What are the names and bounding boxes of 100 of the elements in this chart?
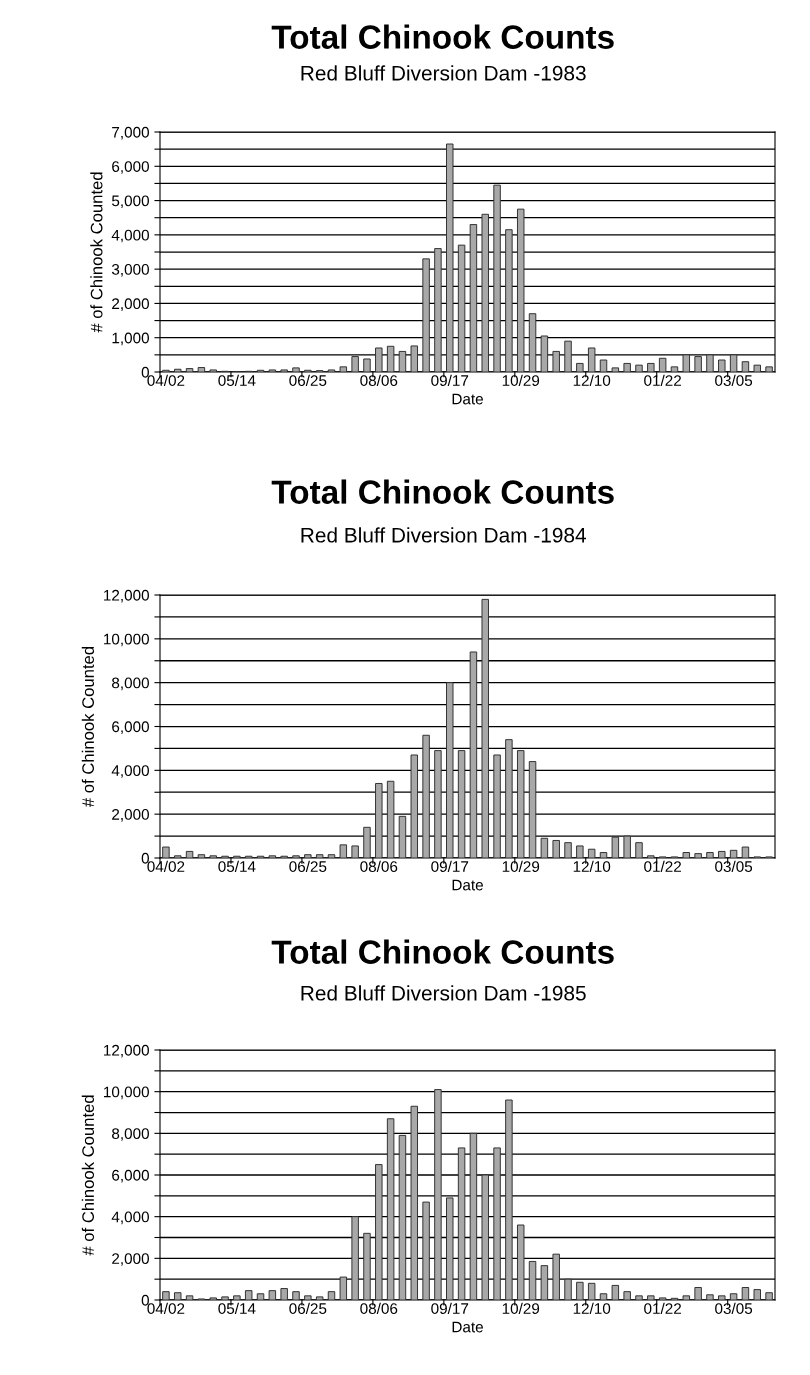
x-tick-label: 04/02 — [147, 860, 185, 872]
bar — [753, 1289, 761, 1300]
chart-subtitle: Red Bluff Diversion Dam -1985 — [301, 985, 586, 1001]
bar — [718, 359, 726, 372]
x-tick-label: 05/14 — [218, 1302, 256, 1314]
bar — [268, 1290, 277, 1300]
bar — [469, 1132, 478, 1300]
bar — [398, 1134, 407, 1300]
bar — [398, 350, 407, 372]
y-tick-label: 8,000 — [112, 677, 149, 691]
bar — [434, 1089, 442, 1300]
bar — [694, 356, 702, 372]
x-tick-label: 12/10 — [573, 1302, 611, 1314]
x-tick-label: 12/10 — [573, 860, 611, 872]
bar — [162, 846, 170, 858]
y-axis-title: # of Chinook Counted — [81, 646, 95, 808]
bar — [410, 1105, 419, 1300]
x-tick-label: 01/22 — [644, 374, 681, 386]
bar — [268, 855, 277, 858]
chart-subtitle: Red Bluff Diversion Dam -1983 — [301, 65, 586, 81]
bar — [174, 1292, 182, 1300]
bar — [706, 1294, 714, 1300]
y-tick-label: 4,000 — [111, 765, 149, 778]
bar — [434, 248, 442, 372]
y-axis-title: # of Chinook Counted — [90, 172, 103, 333]
bar — [718, 850, 726, 858]
bar — [221, 1296, 229, 1300]
x-axis-title: Date — [452, 1321, 483, 1333]
bar — [351, 1216, 359, 1300]
bar — [587, 1282, 596, 1300]
bar — [185, 850, 194, 858]
bar — [599, 359, 608, 372]
bar — [209, 369, 217, 372]
y-tick-label: 2,000 — [112, 1253, 149, 1266]
bar — [753, 364, 761, 372]
bar — [327, 1291, 336, 1300]
bar — [315, 854, 324, 858]
bar — [422, 734, 430, 858]
bar — [729, 849, 738, 858]
bar — [339, 366, 348, 372]
bar — [339, 1276, 348, 1300]
y-tick-label: 6,000 — [112, 161, 149, 174]
x-tick-label: 03/05 — [715, 860, 753, 872]
bar — [528, 313, 537, 372]
bar — [422, 258, 430, 372]
y-tick-label: 12,000 — [104, 589, 149, 603]
y-tick-label: 6,000 — [112, 721, 149, 734]
bar — [552, 839, 560, 858]
bar — [706, 852, 714, 858]
bar — [505, 1099, 513, 1300]
bar — [304, 854, 312, 858]
x-tick-label: 05/14 — [218, 374, 256, 386]
y-tick-label: 0 — [141, 366, 149, 378]
bar — [647, 1295, 655, 1300]
x-tick-label: 06/25 — [289, 1302, 327, 1314]
x-tick-label: 06/25 — [289, 860, 327, 872]
bar — [174, 368, 182, 372]
bar — [576, 1281, 584, 1300]
x-tick-label: 01/22 — [644, 860, 681, 872]
bar — [398, 815, 407, 858]
bar — [493, 754, 501, 858]
bar — [694, 1287, 702, 1300]
bar — [611, 836, 620, 858]
x-tick-label: 04/02 — [147, 1302, 185, 1314]
bar — [658, 1297, 667, 1300]
chart-subtitle: Red Bluff Diversion Dam -1984 — [301, 527, 586, 543]
bar — [481, 598, 489, 858]
chart-title: Total Chinook Counts — [271, 479, 614, 504]
bar — [457, 1147, 466, 1300]
bar — [386, 1118, 395, 1300]
bar — [706, 354, 714, 372]
x-tick-label: 04/02 — [147, 374, 185, 386]
bar — [729, 354, 738, 372]
bar — [185, 1295, 194, 1300]
bar — [741, 1287, 750, 1300]
bar — [611, 1284, 620, 1300]
bar — [576, 362, 584, 372]
x-tick-label: 05/14 — [218, 860, 256, 872]
bar — [741, 846, 750, 858]
x-tick-label: 08/06 — [360, 374, 398, 386]
bar — [327, 854, 336, 858]
x-tick-label: 03/05 — [715, 1302, 753, 1314]
bar — [446, 143, 454, 372]
bar — [375, 347, 383, 372]
x-tick-label: 10/29 — [502, 860, 540, 872]
bar — [185, 368, 194, 372]
x-tick-label: 09/17 — [431, 1302, 469, 1314]
bar — [197, 854, 206, 858]
bar — [552, 1253, 560, 1300]
bar — [647, 855, 655, 858]
bar — [729, 1293, 738, 1300]
bar — [280, 369, 288, 372]
bar — [351, 356, 359, 372]
y-tick-label: 2,000 — [112, 298, 149, 311]
bar — [233, 1295, 241, 1300]
chart-title: Total Chinook Counts — [271, 24, 614, 49]
x-tick-label: 09/17 — [431, 374, 469, 386]
y-tick-label: 10,000 — [104, 1086, 149, 1100]
bar — [741, 361, 750, 372]
bar — [375, 1164, 383, 1300]
